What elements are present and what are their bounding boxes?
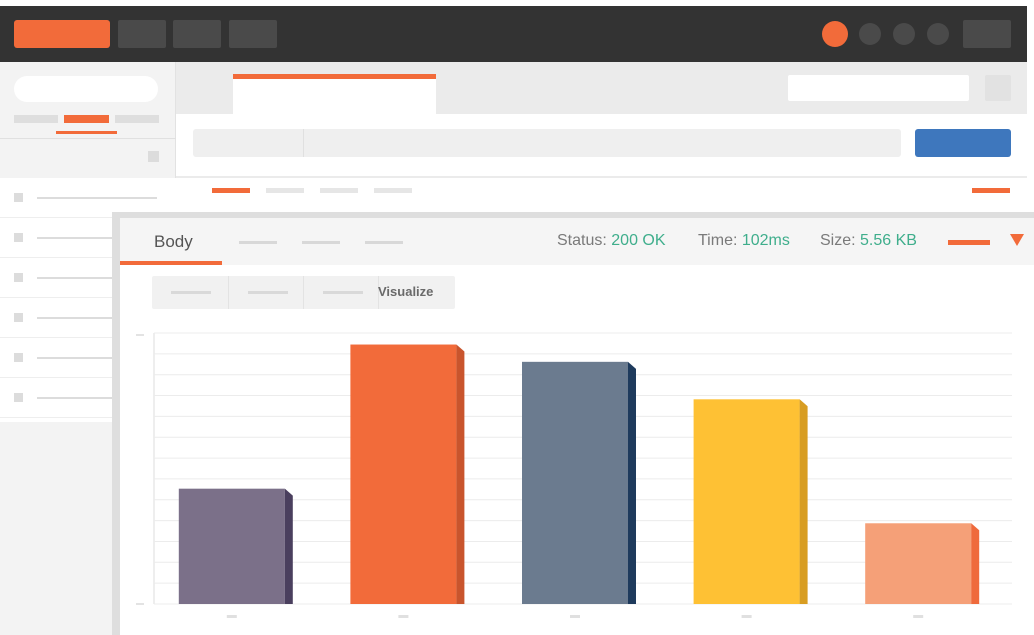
- tab-test-results[interactable]: [365, 241, 403, 244]
- caret-down-icon[interactable]: [1010, 234, 1024, 246]
- x-tick-label: [570, 615, 580, 618]
- sidebar-tab-apis[interactable]: [115, 115, 159, 123]
- bar: [865, 523, 971, 604]
- account-button[interactable]: [963, 20, 1011, 48]
- tab-request-body[interactable]: [374, 188, 412, 193]
- time-label: Time:: [698, 232, 737, 249]
- send-button[interactable]: [915, 129, 1011, 157]
- tab-cookies[interactable]: [239, 241, 277, 244]
- tab-authorization[interactable]: [266, 188, 304, 193]
- bar: [179, 489, 285, 604]
- size-meta: Size: 5.56 KB: [820, 232, 917, 250]
- status-indicator-icon[interactable]: [822, 21, 848, 47]
- environment-eye-icon[interactable]: [985, 75, 1011, 101]
- folder-icon: [14, 273, 23, 282]
- sidebar-tab-indicator: [56, 131, 117, 134]
- bar: [694, 399, 800, 604]
- tab-headers-response[interactable]: [302, 241, 340, 244]
- environment-select[interactable]: [788, 75, 969, 101]
- header-icon-3[interactable]: [927, 23, 949, 45]
- tab-headers[interactable]: [320, 188, 358, 193]
- bar-side: [456, 345, 464, 604]
- sidebar-tab-history[interactable]: [14, 115, 58, 123]
- method-divider: [303, 129, 304, 157]
- request-tab[interactable]: [233, 74, 436, 114]
- status-label: Status:: [557, 232, 607, 249]
- header-icon-1[interactable]: [859, 23, 881, 45]
- bar-side: [628, 362, 636, 604]
- bar-chart: [120, 328, 1034, 628]
- tab-body[interactable]: Body: [154, 232, 193, 252]
- bar-side: [971, 523, 979, 604]
- url-input[interactable]: [193, 129, 901, 157]
- save-response-button[interactable]: [948, 240, 990, 245]
- folder-icon: [14, 313, 23, 322]
- x-tick-label: [227, 615, 237, 618]
- view-raw[interactable]: [229, 276, 304, 309]
- x-tick-label: [742, 615, 752, 618]
- sidebar-options-icon[interactable]: [148, 151, 159, 162]
- request-tab-indicator: [233, 74, 436, 79]
- x-tick-label: [913, 615, 923, 618]
- status-value: 200 OK: [611, 232, 665, 249]
- bar-side: [285, 489, 293, 604]
- header-tab-3[interactable]: [229, 20, 277, 48]
- folder-icon: [14, 233, 23, 242]
- app-header: [0, 6, 1027, 62]
- bar: [350, 345, 456, 604]
- request-options-bar: [176, 178, 1027, 214]
- header-tab-2[interactable]: [173, 20, 221, 48]
- header-icon-2[interactable]: [893, 23, 915, 45]
- list-item-label: [37, 197, 157, 199]
- size-label: Size:: [820, 232, 856, 249]
- x-tick-label: [398, 615, 408, 618]
- bar-side: [800, 399, 808, 604]
- new-button[interactable]: [14, 20, 110, 48]
- view-preview[interactable]: [304, 276, 379, 309]
- time-meta: Time: 102ms: [698, 232, 790, 250]
- tab-body-indicator: [120, 261, 222, 265]
- view-pretty[interactable]: [152, 276, 229, 309]
- folder-icon: [14, 193, 23, 202]
- folder-icon: [14, 393, 23, 402]
- folder-icon: [14, 353, 23, 362]
- visualization-chart: [120, 328, 1034, 628]
- sidebar-divider: [0, 138, 176, 139]
- sidebar-search-input[interactable]: [14, 76, 158, 102]
- response-panel: Body Status: 200 OK Time: 102ms Size: 5.…: [120, 218, 1034, 635]
- bar: [522, 362, 628, 604]
- header-tab-1[interactable]: [118, 20, 166, 48]
- size-value: 5.56 KB: [860, 232, 917, 249]
- view-visualize[interactable]: Visualize: [378, 284, 433, 299]
- status-meta: Status: 200 OK: [557, 232, 666, 250]
- tab-params[interactable]: [212, 188, 250, 193]
- sidebar-tab-collections[interactable]: [64, 115, 109, 123]
- cookies-link[interactable]: [972, 188, 1010, 193]
- time-value: 102ms: [742, 232, 790, 249]
